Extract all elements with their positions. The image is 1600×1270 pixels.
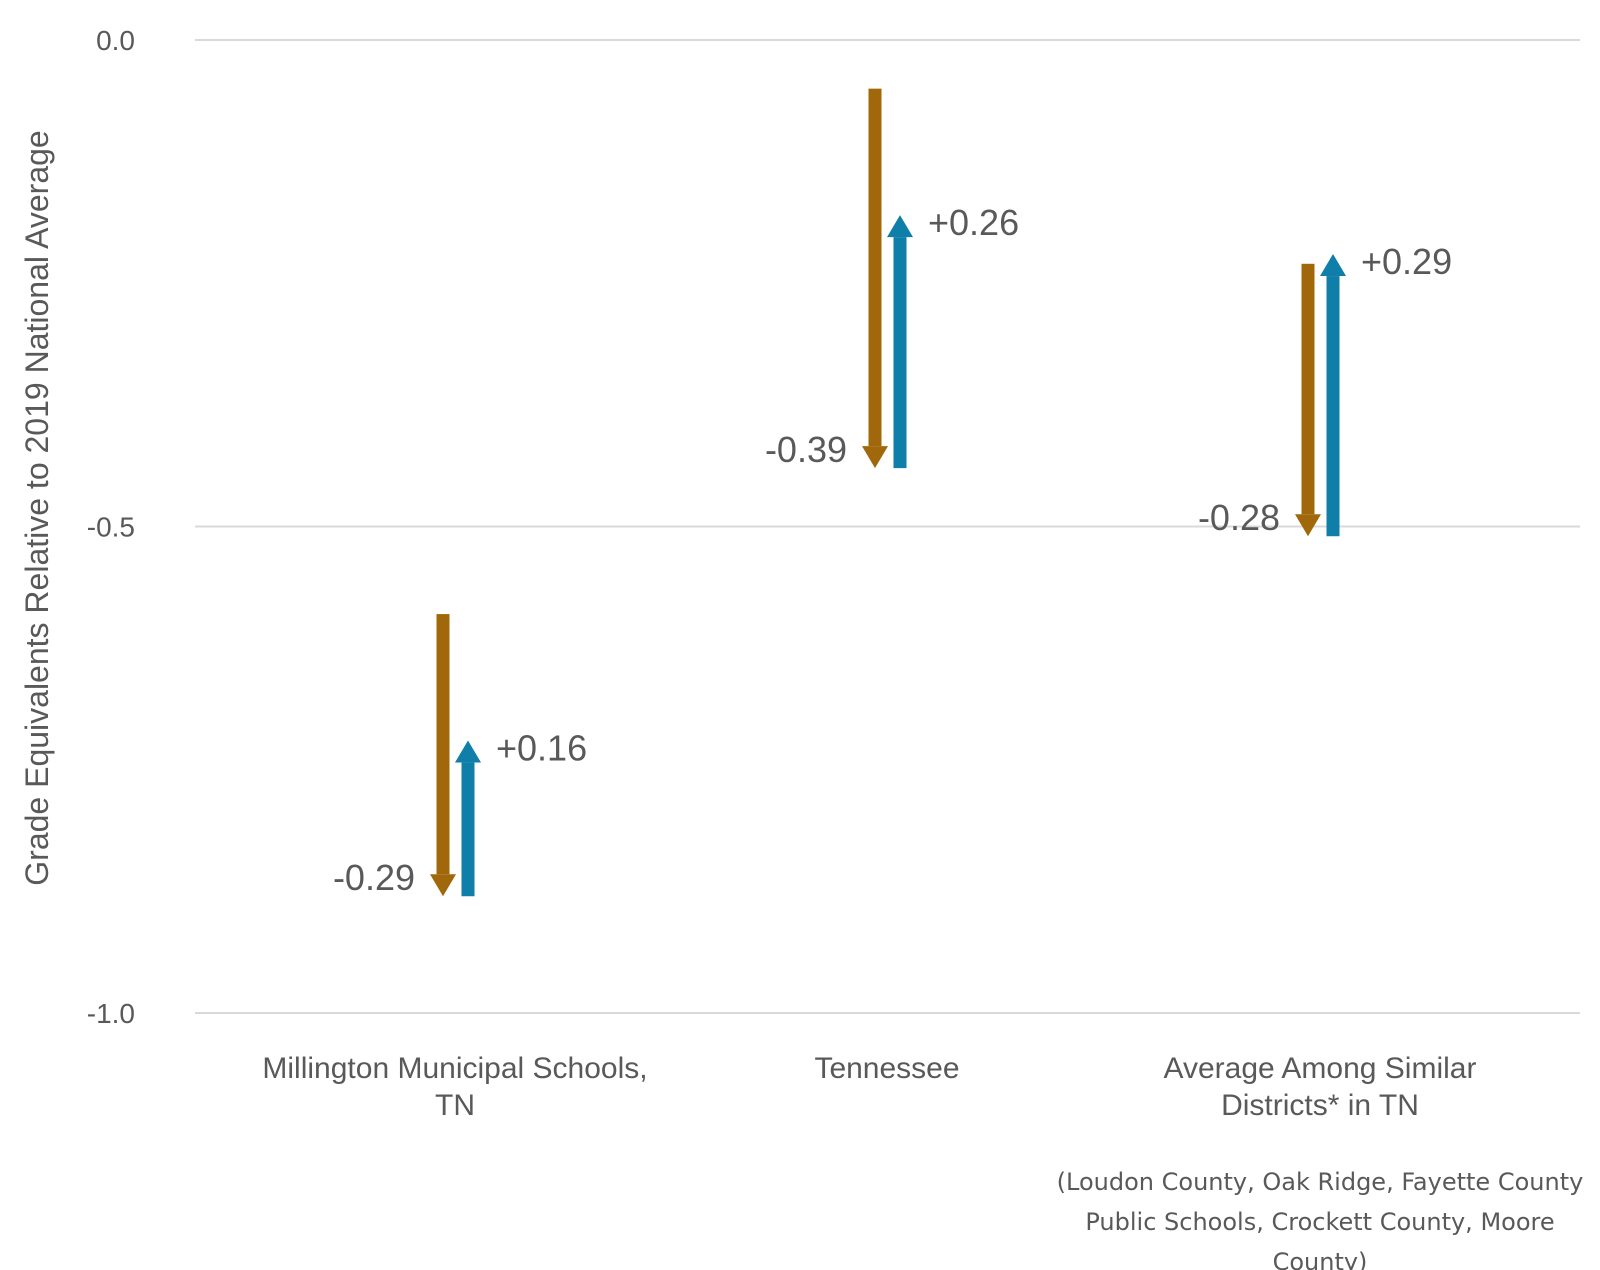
arrow-shaft xyxy=(893,237,907,469)
footnote-line: County) xyxy=(1273,1248,1368,1270)
category-label: Millington Municipal Schools, TN xyxy=(262,1052,647,1122)
gridlines xyxy=(195,39,1580,1014)
arrow-head xyxy=(887,215,913,238)
recovery-arrow xyxy=(455,740,481,897)
arrow-head xyxy=(430,874,456,897)
value-labels: -0.29 -0.39 -0.28 +0.16 +0.26 +0.29 xyxy=(333,202,1452,898)
arrow-head xyxy=(1295,514,1321,537)
y-tick-label: -1.0 xyxy=(87,998,135,1029)
value-label: -0.39 xyxy=(765,429,847,470)
footnote-line: Public Schools, Crockett County, Moore xyxy=(1085,1208,1554,1236)
arrow-head xyxy=(455,740,481,763)
category-label: Tennessee xyxy=(814,1052,959,1085)
value-label: +0.29 xyxy=(1361,241,1452,282)
recovery-arrow xyxy=(1320,254,1346,537)
value-label: -0.29 xyxy=(333,857,415,898)
decline-arrow xyxy=(862,88,888,469)
recovery-arrow xyxy=(887,215,913,469)
arrow-shaft xyxy=(1301,263,1315,515)
y-tick-label: -0.5 xyxy=(87,512,135,543)
decline-arrow xyxy=(430,614,456,897)
decline-arrow xyxy=(1295,263,1321,537)
arrow-head xyxy=(862,446,888,469)
arrow-shaft xyxy=(461,762,475,897)
value-label: +0.26 xyxy=(928,202,1019,243)
value-label: -0.28 xyxy=(1198,497,1280,538)
footnote: (Loudon County, Oak Ridge, Fayette Count… xyxy=(1057,1168,1584,1270)
value-label: +0.16 xyxy=(496,728,587,769)
arrow-shaft xyxy=(868,88,882,447)
arrow-head xyxy=(1320,254,1346,277)
y-axis-ticks: 0.0 -0.5 -1.0 xyxy=(87,25,135,1029)
footnote-line: (Loudon County, Oak Ridge, Fayette Count… xyxy=(1057,1168,1584,1196)
category-labels: Millington Municipal Schools, TN Tennessee… xyxy=(262,1052,1476,1122)
category-label: Average Among Similar Districts* in TN xyxy=(1164,1052,1477,1122)
y-axis-label: Grade Equivalents Relative to 2019 Natio… xyxy=(19,130,55,885)
arrow-shaft xyxy=(436,614,450,875)
arrow-shaft xyxy=(1326,276,1340,537)
arrows xyxy=(430,88,1346,897)
y-tick-label: 0.0 xyxy=(96,25,135,56)
